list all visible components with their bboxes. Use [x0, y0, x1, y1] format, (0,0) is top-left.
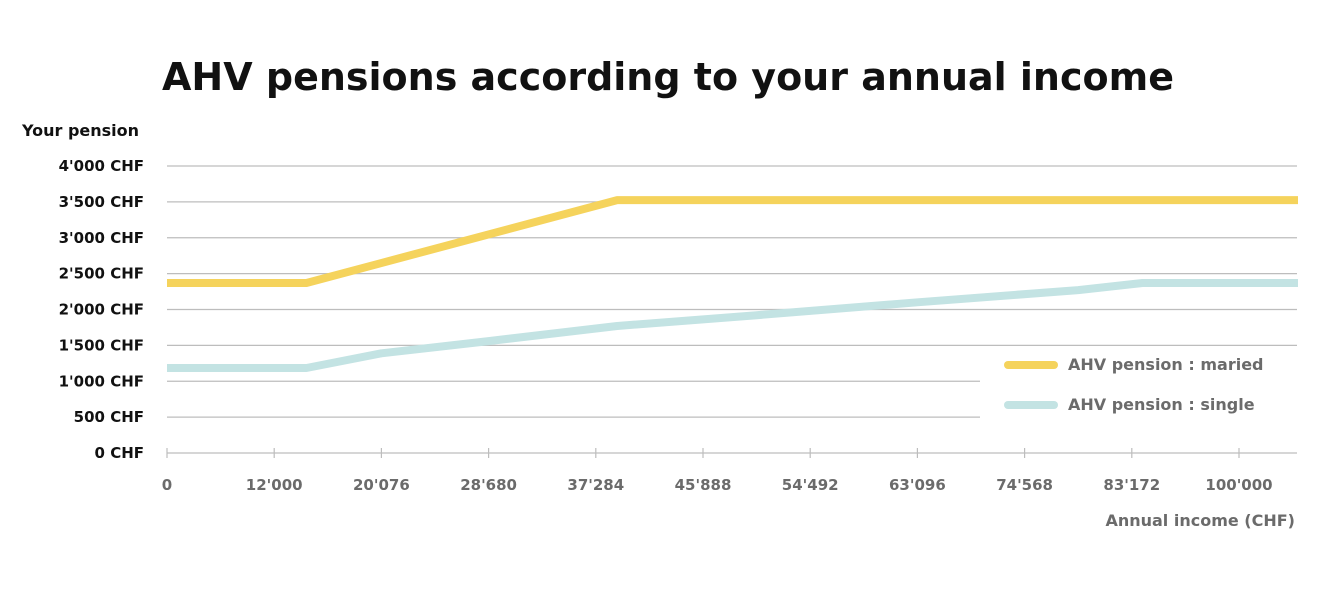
series-line-maried — [167, 196, 1298, 287]
x-tick-labels: 0 12'000 20'076 28'680 37'284 45'888 54'492 63'… — [162, 476, 1273, 494]
x-tick-label: 20'076 — [353, 476, 410, 494]
x-tick-label: 0 — [162, 476, 172, 494]
x-tick-label: 12'000 — [246, 476, 303, 494]
y-tick-label: 2'500 CHF — [59, 265, 144, 283]
x-tick-label: 63'096 — [889, 476, 946, 494]
x-tick-label: 83'172 — [1103, 476, 1160, 494]
y-tick-labels: 0 CHF 500 CHF 1'000 CHF 1'500 CHF 2'000 CHF 2… — [59, 157, 144, 462]
y-tick-label: 4'000 CHF — [59, 157, 144, 175]
chart-title: AHV pensions according to your annual in… — [162, 55, 1174, 99]
y-tick-label: 0 CHF — [95, 444, 144, 462]
y-tick-label: 3'000 CHF — [59, 229, 144, 247]
legend-label: AHV pension : maried — [1068, 355, 1264, 374]
y-tick-label: 1'500 CHF — [59, 336, 144, 354]
x-tick-label: 28'680 — [460, 476, 517, 494]
series-lines — [167, 196, 1298, 372]
x-tick-label: 45'888 — [675, 476, 732, 494]
x-tick-label: 54'492 — [782, 476, 839, 494]
x-tick-label: 37'284 — [567, 476, 624, 494]
y-tick-label: 1'000 CHF — [59, 372, 144, 390]
x-tick-label: 100'000 — [1205, 476, 1272, 494]
y-axis-label: Your pension — [21, 121, 139, 140]
legend: AHV pension : maried AHV pension : single — [1004, 355, 1264, 414]
legend-label: AHV pension : single — [1068, 395, 1255, 414]
x-axis-label: Annual income (CHF) — [1105, 511, 1295, 530]
y-tick-label: 500 CHF — [74, 408, 144, 426]
x-axis — [166, 448, 1297, 458]
y-tick-label: 2'000 CHF — [59, 301, 144, 319]
series-line-single — [167, 279, 1298, 372]
x-tick-label: 74'568 — [996, 476, 1053, 494]
y-tick-label: 3'500 CHF — [59, 193, 144, 211]
